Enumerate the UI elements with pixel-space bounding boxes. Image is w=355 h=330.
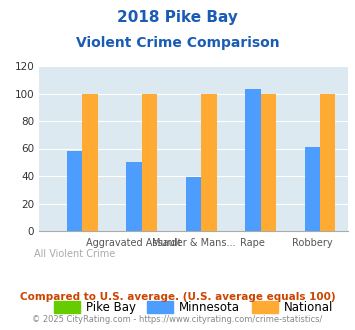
Bar [67,151,82,231]
Text: All Violent Crime: All Violent Crime [34,249,115,259]
Bar [261,93,276,231]
Bar [186,178,201,231]
Text: Aggravated Assault: Aggravated Assault [86,238,182,248]
Bar [320,93,335,231]
Text: Violent Crime Comparison: Violent Crime Comparison [76,36,279,50]
Bar [82,93,98,231]
Text: Robbery: Robbery [292,238,333,248]
Bar [142,93,157,231]
Text: Murder & Mans...: Murder & Mans... [152,238,235,248]
Text: Compared to U.S. average. (U.S. average equals 100): Compared to U.S. average. (U.S. average … [20,292,335,302]
Text: 2018 Pike Bay: 2018 Pike Bay [117,10,238,25]
Bar [126,162,142,231]
Bar [245,89,261,231]
Bar [201,93,217,231]
Text: © 2025 CityRating.com - https://www.cityrating.com/crime-statistics/: © 2025 CityRating.com - https://www.city… [32,315,323,324]
Legend: Pike Bay, Minnesota, National: Pike Bay, Minnesota, National [49,296,338,319]
Bar [305,147,320,231]
Text: Rape: Rape [240,238,265,248]
